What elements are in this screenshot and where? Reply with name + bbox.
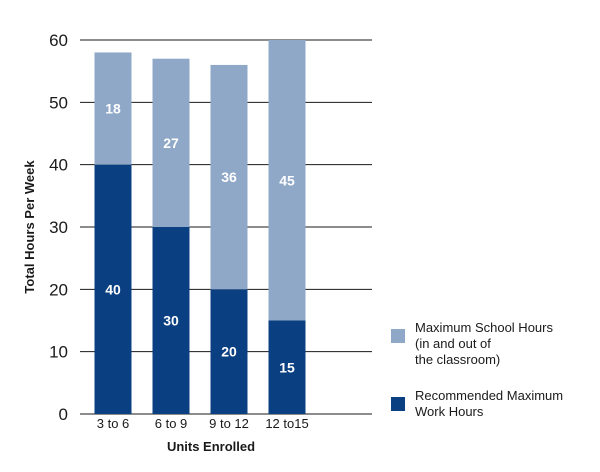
data-label-s1-c3: 45 — [279, 172, 295, 188]
x-tick-label-1: 6 to 9 — [155, 416, 188, 431]
data-label-s1-c0: 18 — [105, 101, 121, 117]
bar-s0-c0 — [94, 164, 132, 414]
y-tick-label-20: 20 — [49, 280, 68, 299]
bar-s1-c0 — [94, 52, 132, 165]
x-tick-label-3: 12 to15 — [265, 416, 308, 431]
y-tick-label-10: 10 — [49, 343, 68, 362]
data-label-s1-c1: 27 — [163, 135, 179, 151]
x-axis-title: Units Enrolled — [167, 439, 255, 454]
y-tick-labels: 0 10 20 30 40 50 60 — [49, 31, 68, 424]
legend-swatch-school-hours — [391, 329, 405, 343]
bar-s1-c3 — [268, 40, 306, 321]
data-label-s0-c2: 20 — [221, 344, 237, 360]
y-tick-label-50: 50 — [49, 93, 68, 112]
y-axis-title: Total Hours Per Week — [22, 160, 37, 294]
bar-s1-c2 — [210, 64, 248, 290]
x-tick-label-0: 3 to 6 — [97, 416, 130, 431]
bar-s0-c1 — [152, 227, 190, 414]
data-label-s0-c1: 30 — [163, 313, 179, 329]
y-tick-label-60: 60 — [49, 31, 68, 50]
y-tick-label-30: 30 — [49, 218, 68, 237]
bars — [94, 40, 306, 414]
data-label-s0-c3: 15 — [279, 359, 295, 375]
legend-label-school-hours: Maximum School Hours (in and out of the … — [415, 320, 553, 367]
legend-item-school-hours: Maximum School Hours (in and out of the … — [391, 320, 553, 368]
data-label-s1-c2: 36 — [221, 169, 237, 185]
y-tick-label-40: 40 — [49, 156, 68, 175]
bar-s0-c3 — [268, 320, 306, 414]
y-tick-label-0: 0 — [59, 405, 68, 424]
bar-s1-c1 — [152, 58, 190, 228]
x-tick-label-2: 9 to 12 — [209, 416, 249, 431]
data-label-s0-c0: 40 — [105, 281, 121, 297]
legend-swatch-work-hours — [391, 397, 405, 411]
legend-item-work-hours: Recommended Maximum Work Hours — [391, 388, 563, 420]
x-category-labels: 3 to 6 6 to 9 9 to 12 12 to15 — [97, 416, 309, 431]
legend-label-work-hours: Recommended Maximum Work Hours — [415, 388, 564, 419]
bar-s0-c2 — [210, 289, 248, 414]
data-labels: 40 18 30 27 20 36 15 45 — [105, 101, 295, 376]
